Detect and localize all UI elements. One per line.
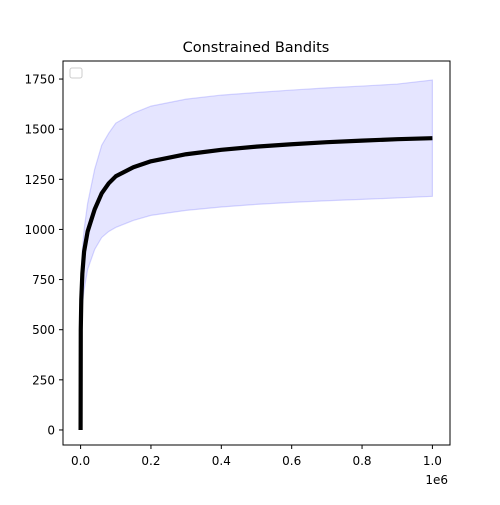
confidence-band-layer [79, 79, 434, 430]
mean-line [78, 136, 433, 430]
x-tick-label: 0.4 [212, 454, 231, 468]
legend-box [69, 67, 83, 79]
x-axis-ticks: 0.0 0.2 0.4 0.6 0.8 1.0 [71, 445, 442, 468]
x-tick-label: 1.0 [423, 454, 442, 468]
y-tick-label: 750 [32, 273, 55, 287]
x-tick-label: 0.2 [141, 454, 160, 468]
y-tick-label: 250 [32, 373, 55, 387]
mean-line-layer [78, 136, 433, 430]
y-tick-label: 1000 [24, 223, 55, 237]
axes-frame [62, 60, 451, 446]
y-tick-label: 1500 [24, 123, 55, 137]
chart-title: Constrained Bandits [183, 40, 330, 56]
y-tick-label: 500 [32, 323, 55, 337]
y-tick-label: 1250 [24, 173, 55, 187]
y-axis-ticks: 0 250 500 750 1000 1250 1500 1750 [24, 73, 63, 437]
x-tick-label: 0.6 [282, 454, 301, 468]
x-axis-scale-label: 1e6 [425, 473, 448, 487]
y-tick-label: 1750 [24, 73, 55, 87]
x-tick-label: 0.0 [71, 454, 90, 468]
confidence-band [79, 79, 434, 430]
x-tick-label: 0.8 [352, 454, 371, 468]
plot-frame [62, 60, 451, 446]
y-tick-label: 0 [47, 423, 55, 437]
